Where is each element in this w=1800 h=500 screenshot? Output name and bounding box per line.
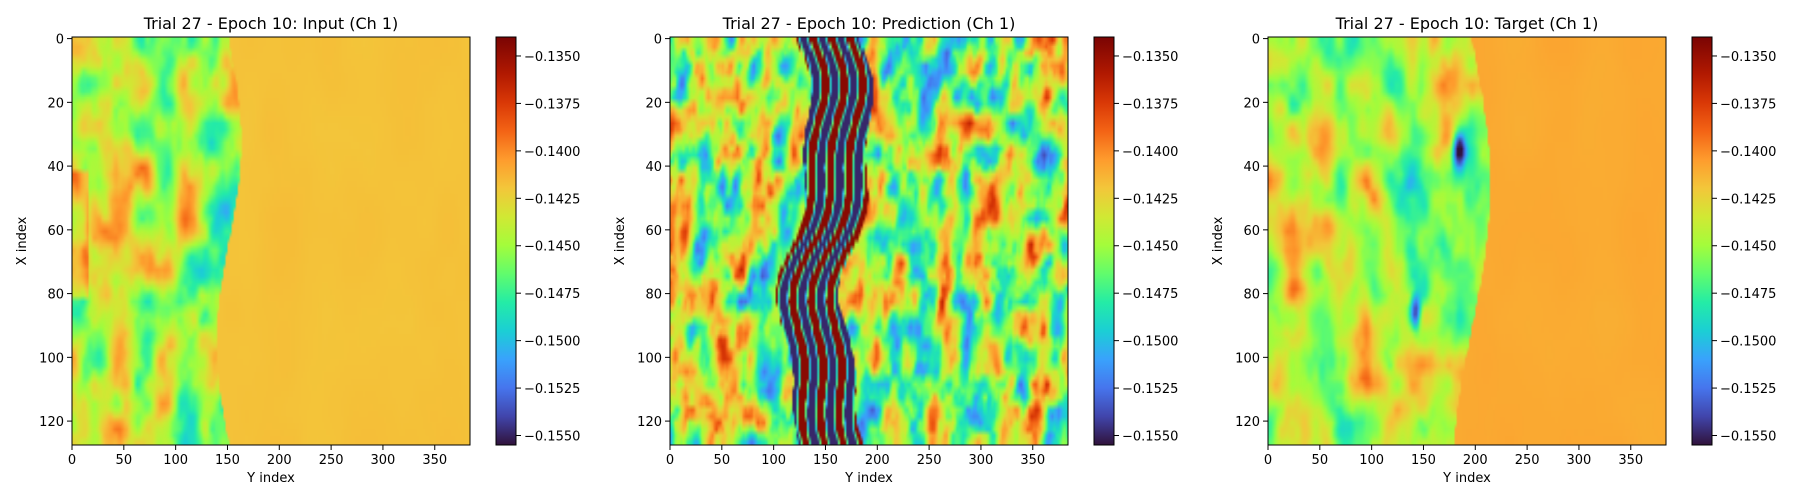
heatmap-panel: Trial 27 - Epoch 10: Target (Ch 1) 0 50 100…	[1211, 14, 1776, 486]
colorbar-tick-label: −0.1450	[524, 240, 580, 255]
x-tick-label: 300	[371, 453, 396, 468]
y-tick-label: 100	[637, 351, 662, 366]
colorbar-tick-label: −0.1375	[524, 97, 580, 112]
heatmap-panel: Trial 27 - Epoch 10: Prediction (Ch 1) 0 5…	[613, 14, 1178, 486]
x-tick-label: 250	[319, 453, 344, 468]
colorbar-tick-label: −0.1375	[1720, 97, 1776, 112]
x-tick-label: 150	[215, 453, 240, 468]
y-tick-label: 80	[47, 288, 64, 303]
x-tick-label: 0	[68, 453, 76, 468]
x-tick-label: 350	[1618, 453, 1643, 468]
colorbar-tick-label: −0.1400	[1720, 145, 1776, 160]
x-tick-label: 300	[1567, 453, 1592, 468]
colorbar-tick-label: −0.1400	[524, 145, 580, 160]
colorbar	[1093, 36, 1115, 446]
axes-frame	[1267, 36, 1667, 446]
x-tick-label: 50	[116, 453, 133, 468]
colorbar-tick-label: −0.1525	[1720, 382, 1776, 397]
heatmap-image	[72, 37, 470, 445]
colorbar-tick-label: −0.1450	[1720, 240, 1776, 255]
colorbar-tick-label: −0.1350	[1720, 50, 1776, 65]
x-tick-label: 0	[1264, 453, 1272, 468]
x-tick-label: 50	[714, 453, 731, 468]
y-tick-label: 20	[645, 96, 662, 111]
x-tick-label: 150	[813, 453, 838, 468]
colorbar-tick-label: −0.1350	[1122, 50, 1178, 65]
colorbar	[1691, 36, 1713, 446]
panel-title: Trial 27 - Epoch 10: Input (Ch 1)	[143, 14, 399, 33]
y-tick-label: 120	[637, 415, 662, 430]
y-tick-label: 0	[654, 33, 662, 48]
heatmap-image	[1268, 37, 1666, 445]
colorbar-tick-label: −0.1475	[524, 287, 580, 302]
colorbar-tick-label: −0.1500	[524, 335, 580, 350]
x-tick-label: 50	[1312, 453, 1329, 468]
y-tick-label: 60	[1243, 224, 1260, 239]
y-axis-label: X index	[15, 216, 30, 265]
x-axis-label: Y index	[1442, 471, 1491, 486]
x-tick-label: 150	[1411, 453, 1436, 468]
x-tick-label: 300	[969, 453, 994, 468]
y-tick-label: 40	[47, 160, 64, 175]
y-tick-label: 0	[56, 33, 64, 48]
y-axis-label: X index	[613, 216, 628, 265]
y-tick-label: 40	[1243, 160, 1260, 175]
heatmap-image	[670, 37, 1068, 445]
y-tick-label: 100	[39, 351, 64, 366]
y-tick-label: 120	[1235, 415, 1260, 430]
colorbar-tick-label: −0.1375	[1122, 97, 1178, 112]
y-tick-label: 80	[645, 288, 662, 303]
y-tick-label: 40	[645, 160, 662, 175]
y-tick-label: 60	[645, 224, 662, 239]
axes-frame	[71, 36, 471, 446]
colorbar-tick-label: −0.1525	[1122, 382, 1178, 397]
panel-title: Trial 27 - Epoch 10: Target (Ch 1)	[1335, 14, 1599, 33]
colorbar-tick-label: −0.1425	[1122, 192, 1178, 207]
colorbar	[495, 36, 517, 446]
y-tick-label: 0	[1252, 33, 1260, 48]
axes-frame	[669, 36, 1069, 446]
x-tick-label: 200	[865, 453, 890, 468]
x-tick-label: 350	[1020, 453, 1045, 468]
y-tick-label: 100	[1235, 351, 1260, 366]
x-tick-label: 100	[1359, 453, 1384, 468]
panel-title: Trial 27 - Epoch 10: Prediction (Ch 1)	[722, 14, 1016, 33]
heatmap-panel: Trial 27 - Epoch 10: Input (Ch 1) 0 50 100 1…	[15, 14, 580, 486]
colorbar-tick-label: −0.1500	[1720, 335, 1776, 350]
x-tick-label: 100	[761, 453, 786, 468]
colorbar-tick-label: −0.1550	[524, 430, 580, 445]
x-tick-label: 100	[163, 453, 188, 468]
y-tick-label: 20	[1243, 96, 1260, 111]
x-axis-label: Y index	[844, 471, 893, 486]
colorbar-tick-label: −0.1550	[1122, 430, 1178, 445]
colorbar-tick-label: −0.1475	[1720, 287, 1776, 302]
x-tick-label: 200	[1463, 453, 1488, 468]
colorbar-tick-label: −0.1525	[524, 382, 580, 397]
colorbar-tick-label: −0.1550	[1720, 430, 1776, 445]
y-axis-label: X index	[1211, 216, 1226, 265]
x-tick-label: 250	[1515, 453, 1540, 468]
colorbar-tick-label: −0.1400	[1122, 145, 1178, 160]
y-tick-label: 20	[47, 96, 64, 111]
y-tick-label: 80	[1243, 288, 1260, 303]
x-tick-label: 350	[422, 453, 447, 468]
x-tick-label: 250	[917, 453, 942, 468]
x-tick-label: 0	[666, 453, 674, 468]
y-tick-label: 60	[47, 224, 64, 239]
colorbar-tick-label: −0.1500	[1122, 335, 1178, 350]
x-axis-label: Y index	[246, 471, 295, 486]
colorbar-tick-label: −0.1425	[1720, 192, 1776, 207]
x-tick-label: 200	[267, 453, 292, 468]
colorbar-tick-label: −0.1425	[524, 192, 580, 207]
colorbar-tick-label: −0.1350	[524, 50, 580, 65]
colorbar-tick-label: −0.1450	[1122, 240, 1178, 255]
colorbar-tick-label: −0.1475	[1122, 287, 1178, 302]
y-tick-label: 120	[39, 415, 64, 430]
